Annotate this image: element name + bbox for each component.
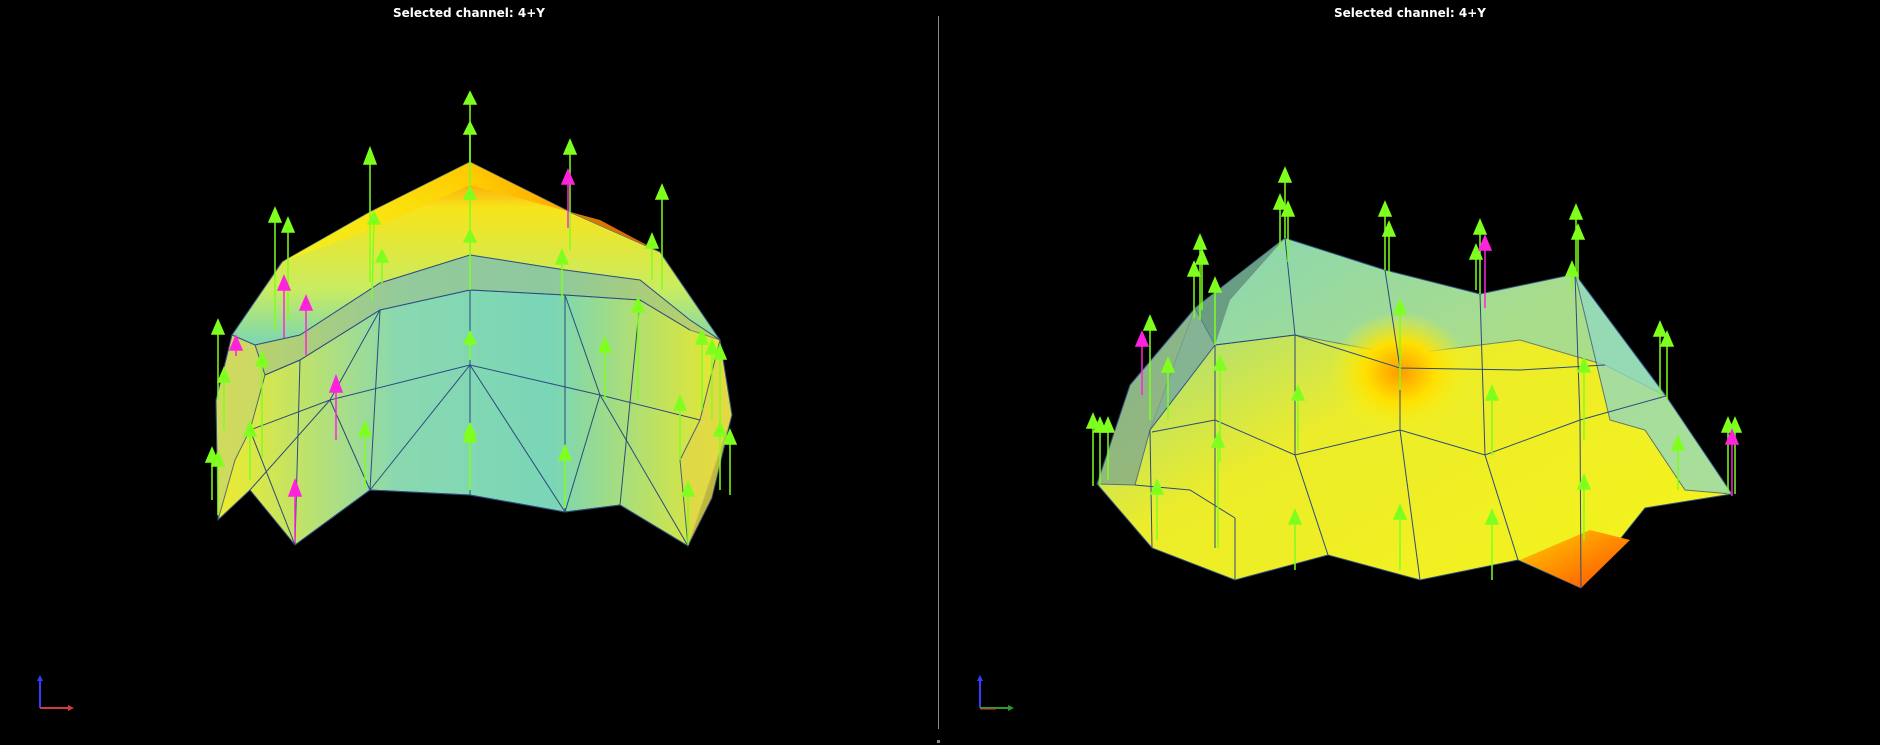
arrows-selected bbox=[228, 168, 576, 542]
mesh-scene-left[interactable] bbox=[0, 0, 938, 745]
mesh-hot-corner bbox=[1520, 530, 1630, 588]
arrows-selected bbox=[1134, 234, 1740, 496]
mesh-hot-edge bbox=[282, 162, 660, 262]
mesh-flank-left-top bbox=[1195, 238, 1285, 345]
channel-title-left: Selected channel: 4+Y bbox=[393, 6, 545, 20]
mesh-scene-right[interactable] bbox=[940, 0, 1880, 745]
viewport-left[interactable]: Selected channel: 4+Y bbox=[0, 0, 938, 745]
viewport-divider[interactable] bbox=[938, 16, 939, 729]
divider-handle[interactable] bbox=[937, 740, 940, 743]
channel-title-right: Selected channel: 4+Y bbox=[1334, 6, 1486, 20]
axis-triad-icon bbox=[37, 675, 74, 711]
axis-triad-icon bbox=[977, 675, 1014, 711]
viewport-right[interactable]: Selected channel: 4+Y bbox=[940, 0, 1880, 745]
arrows-primary bbox=[204, 90, 738, 545]
